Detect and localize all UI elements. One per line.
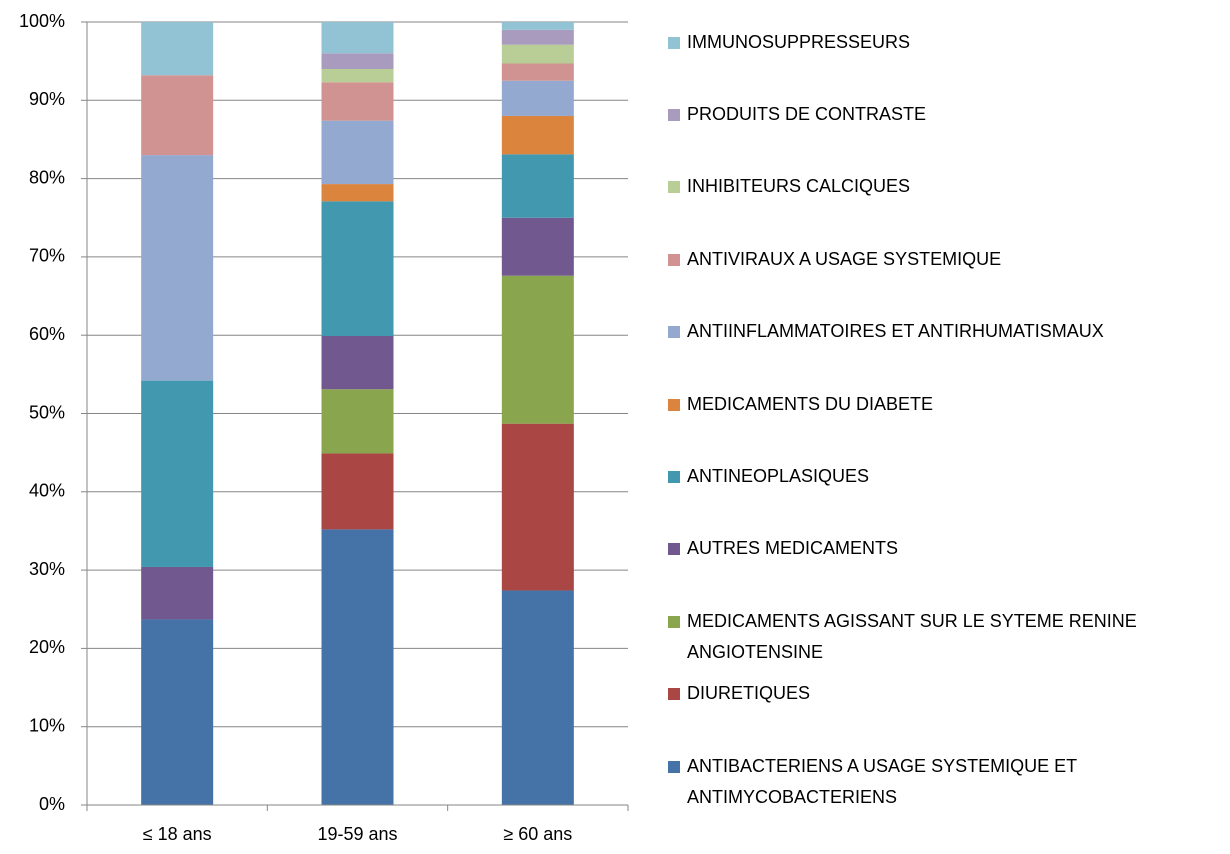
legend-label: AUTRES MEDICAMENTS bbox=[687, 538, 899, 559]
y-tick-label: 10% bbox=[29, 715, 65, 735]
legend-item: ANTINEOPLASIQUES bbox=[668, 461, 1228, 492]
bar-segment bbox=[141, 22, 214, 76]
legend-swatch bbox=[668, 543, 680, 556]
bar-segment bbox=[321, 453, 394, 530]
y-tick-label: 90% bbox=[29, 89, 65, 109]
legend-swatch bbox=[668, 398, 680, 411]
bar-segment bbox=[501, 154, 574, 218]
y-tick-label: 0% bbox=[39, 794, 65, 814]
bar-segment bbox=[141, 566, 214, 620]
bar-segment bbox=[501, 275, 574, 424]
bar-segment bbox=[501, 22, 574, 30]
legend-label: DIURETIQUES bbox=[687, 683, 811, 704]
legend-label: ANTINEOPLASIQUES bbox=[687, 465, 870, 486]
x-tick-label: ≥ 60 ans bbox=[503, 824, 572, 844]
legend-swatch bbox=[668, 326, 680, 339]
legend-item: MEDICAMENTS AGISSANT SUR LE SYTEME RENIN… bbox=[668, 606, 1228, 668]
y-tick-label: 50% bbox=[29, 402, 65, 422]
legend-item: IMMUNOSUPPRESSEURS bbox=[668, 27, 1228, 58]
bar-segment bbox=[501, 423, 574, 591]
legend-item: ANTIVIRAUX A USAGE SYSTEMIQUE bbox=[668, 244, 1228, 275]
bar-segment bbox=[501, 115, 574, 155]
bar-segment bbox=[501, 29, 574, 45]
legend-item: MEDICAMENTS DU DIABETE bbox=[668, 389, 1228, 420]
legend-swatch bbox=[668, 760, 680, 773]
x-tick-label: ≤ 18 ans bbox=[143, 824, 212, 844]
bar-segment bbox=[501, 44, 574, 64]
legend-item: AUTRES MEDICAMENTS bbox=[668, 533, 1228, 564]
bar-segment bbox=[321, 53, 394, 69]
bar-segment bbox=[321, 389, 394, 454]
legend-label: MEDICAMENTS AGISSANT SUR LE SYTEME RENIN… bbox=[687, 610, 1137, 662]
y-tick-label: 70% bbox=[29, 246, 65, 266]
y-tick-label: 80% bbox=[29, 167, 65, 187]
legend-label: ANTIBACTERIENS A USAGE SYSTEMIQUE ET ANT… bbox=[687, 755, 1077, 807]
y-tick-label: 60% bbox=[29, 324, 65, 344]
legend-item: INHIBITEURS CALCIQUES bbox=[668, 171, 1228, 202]
legend-swatch bbox=[668, 181, 680, 194]
legend-swatch bbox=[668, 36, 680, 49]
y-tick-label: 30% bbox=[29, 559, 65, 579]
legend-swatch bbox=[668, 615, 680, 628]
x-tick-label: 19-59 ans bbox=[317, 824, 397, 844]
bar-segment bbox=[501, 590, 574, 805]
bar-segment bbox=[321, 68, 394, 83]
bar-segment bbox=[321, 120, 394, 185]
bar-segment bbox=[321, 529, 394, 805]
legend-item: ANTIINFLAMMATOIRES ET ANTIRHUMATISMAUX bbox=[668, 316, 1228, 347]
legend-swatch bbox=[668, 253, 680, 266]
bar-segment bbox=[321, 22, 394, 54]
bar-segment bbox=[321, 82, 394, 121]
y-tick-label: 40% bbox=[29, 481, 65, 501]
legend-swatch bbox=[668, 108, 680, 121]
legend-item: ANTIBACTERIENS A USAGE SYSTEMIQUE ET ANT… bbox=[668, 751, 1228, 813]
legend-label: IMMUNOSUPPRESSEURS bbox=[687, 31, 911, 52]
bar-segment bbox=[501, 217, 574, 276]
bar-segment bbox=[141, 619, 214, 805]
bar-segment bbox=[141, 380, 214, 567]
legend-label: ANTIVIRAUX A USAGE SYSTEMIQUE bbox=[687, 248, 1002, 269]
legend-swatch bbox=[668, 688, 680, 701]
bar-segment bbox=[501, 80, 574, 116]
bar-segment bbox=[141, 75, 214, 156]
legend-label: ANTIINFLAMMATOIRES ET ANTIRHUMATISMAUX bbox=[687, 321, 1104, 342]
bar-segment bbox=[501, 63, 574, 81]
legend-label: PRODUITS DE CONTRASTE bbox=[687, 103, 927, 124]
legend-swatch bbox=[668, 470, 680, 483]
y-tick-label: 100% bbox=[19, 11, 65, 31]
legend-item: PRODUITS DE CONTRASTE bbox=[668, 99, 1228, 130]
bar-segment bbox=[321, 184, 394, 202]
bar-segment bbox=[321, 201, 394, 336]
legend-label: MEDICAMENTS DU DIABETE bbox=[687, 393, 934, 414]
legend-label: INHIBITEURS CALCIQUES bbox=[687, 176, 911, 197]
bar-segment bbox=[141, 155, 214, 381]
bar-segment bbox=[321, 335, 394, 390]
legend-item: DIURETIQUES bbox=[668, 678, 1228, 709]
y-tick-label: 20% bbox=[29, 637, 65, 657]
